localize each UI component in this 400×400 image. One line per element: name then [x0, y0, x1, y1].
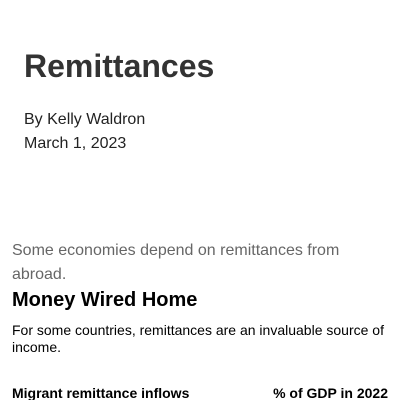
byline: By Kelly Waldron March 1, 2023	[24, 108, 145, 156]
article-dek: Some economies depend on remittances fro…	[12, 242, 340, 283]
article-title: Remittances	[24, 48, 215, 84]
article-header: Remittances	[24, 44, 376, 88]
chart-description: For some countries, remittances are an i…	[12, 322, 384, 355]
author: By Kelly Waldron	[24, 111, 146, 128]
chart-title: Money Wired Home	[12, 289, 198, 311]
column-header-country: Migrant remittance inflows	[12, 385, 190, 400]
publish-date: March 1, 2023	[24, 135, 127, 152]
table-header-row: Migrant remittance inflows % of GDP in 2…	[12, 384, 388, 400]
column-header-gdp-share: % of GDP in 2022	[273, 385, 388, 400]
